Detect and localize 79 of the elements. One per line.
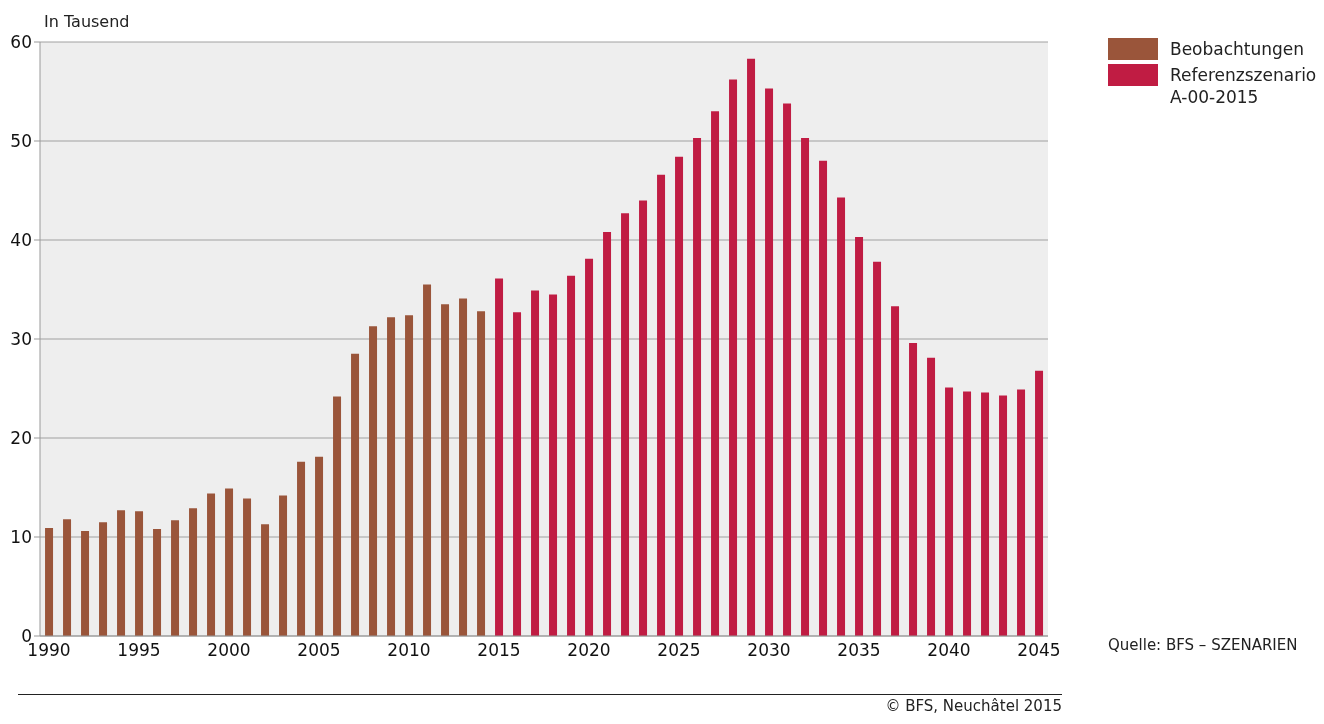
- x-tick-label: 2025: [657, 640, 701, 661]
- bar: [477, 311, 486, 636]
- bar: [657, 174, 666, 636]
- bar: [243, 498, 252, 636]
- x-tick-label: 2015: [477, 640, 521, 661]
- bar: [63, 519, 72, 636]
- y-tick-label: 40: [10, 230, 32, 251]
- bar: [351, 353, 360, 636]
- bar: [531, 290, 540, 636]
- bar: [585, 258, 594, 636]
- bar: [135, 511, 144, 636]
- bar: [747, 58, 756, 636]
- bar: [225, 488, 234, 636]
- bar: [171, 520, 180, 636]
- bar: [801, 138, 810, 636]
- bar: [1017, 389, 1026, 636]
- bar: [819, 160, 828, 636]
- bar: [459, 298, 468, 636]
- y-tick-label: 20: [10, 428, 32, 449]
- x-tick-label: 2045: [1017, 640, 1061, 661]
- x-tick-label: 2000: [207, 640, 251, 661]
- y-axis-title: In Tausend: [44, 12, 130, 31]
- bar: [549, 294, 558, 636]
- bar: [675, 156, 684, 636]
- bar: [441, 304, 450, 636]
- x-tick-label: 2030: [747, 640, 791, 661]
- bar: [927, 357, 936, 636]
- y-tick-label: 30: [10, 329, 32, 350]
- bar: [621, 213, 630, 636]
- bar: [711, 111, 720, 636]
- x-tick-label: 2010: [387, 640, 431, 661]
- bar: [783, 103, 792, 636]
- bar: [909, 342, 918, 636]
- bar: [837, 197, 846, 636]
- bar: [567, 275, 576, 636]
- bar: [981, 392, 990, 636]
- y-tick-label: 50: [10, 131, 32, 152]
- bar: [117, 510, 126, 636]
- bar: [891, 306, 900, 636]
- bar: [423, 284, 432, 636]
- bar: [873, 261, 882, 636]
- bar: [693, 138, 702, 636]
- bar: [945, 387, 954, 636]
- y-tick-label: 10: [10, 527, 32, 548]
- y-tick-label: 60: [10, 32, 32, 53]
- bar: [999, 395, 1008, 636]
- bar: [369, 326, 378, 636]
- bar: [261, 524, 270, 636]
- bar: [405, 315, 414, 636]
- bar: [513, 312, 522, 636]
- bar: [333, 396, 342, 636]
- x-tick-label: 1995: [117, 640, 161, 661]
- text: © BFS, Neuchâtel 2015: [18, 694, 1062, 715]
- x-tick-label: 2020: [567, 640, 611, 661]
- bar: [765, 88, 774, 636]
- bar: [297, 461, 306, 636]
- bar: [729, 79, 738, 636]
- legend-label: Referenzszenario A-00-2015: [1170, 64, 1318, 108]
- bar: [855, 237, 864, 636]
- x-tick-label: 2040: [927, 640, 971, 661]
- y-tick-label: 0: [21, 626, 32, 647]
- bar: [81, 531, 90, 636]
- bar: [315, 456, 324, 636]
- bar: [1035, 370, 1044, 636]
- bar: [639, 200, 648, 636]
- source-note: Quelle: BFS – SZENARIEN: [1108, 636, 1298, 654]
- legend-label: Beobachtungen: [1170, 38, 1306, 60]
- bar: [153, 529, 162, 636]
- bar: [495, 278, 504, 636]
- x-tick-label: 2005: [297, 640, 341, 661]
- bar: [279, 495, 288, 636]
- bar: [207, 493, 216, 636]
- bar: [189, 508, 198, 636]
- bar: [963, 391, 972, 636]
- x-tick-label: 2035: [837, 640, 881, 661]
- bar: [99, 522, 108, 636]
- bar: [603, 232, 612, 636]
- bar: [387, 317, 396, 636]
- bar: [45, 528, 54, 636]
